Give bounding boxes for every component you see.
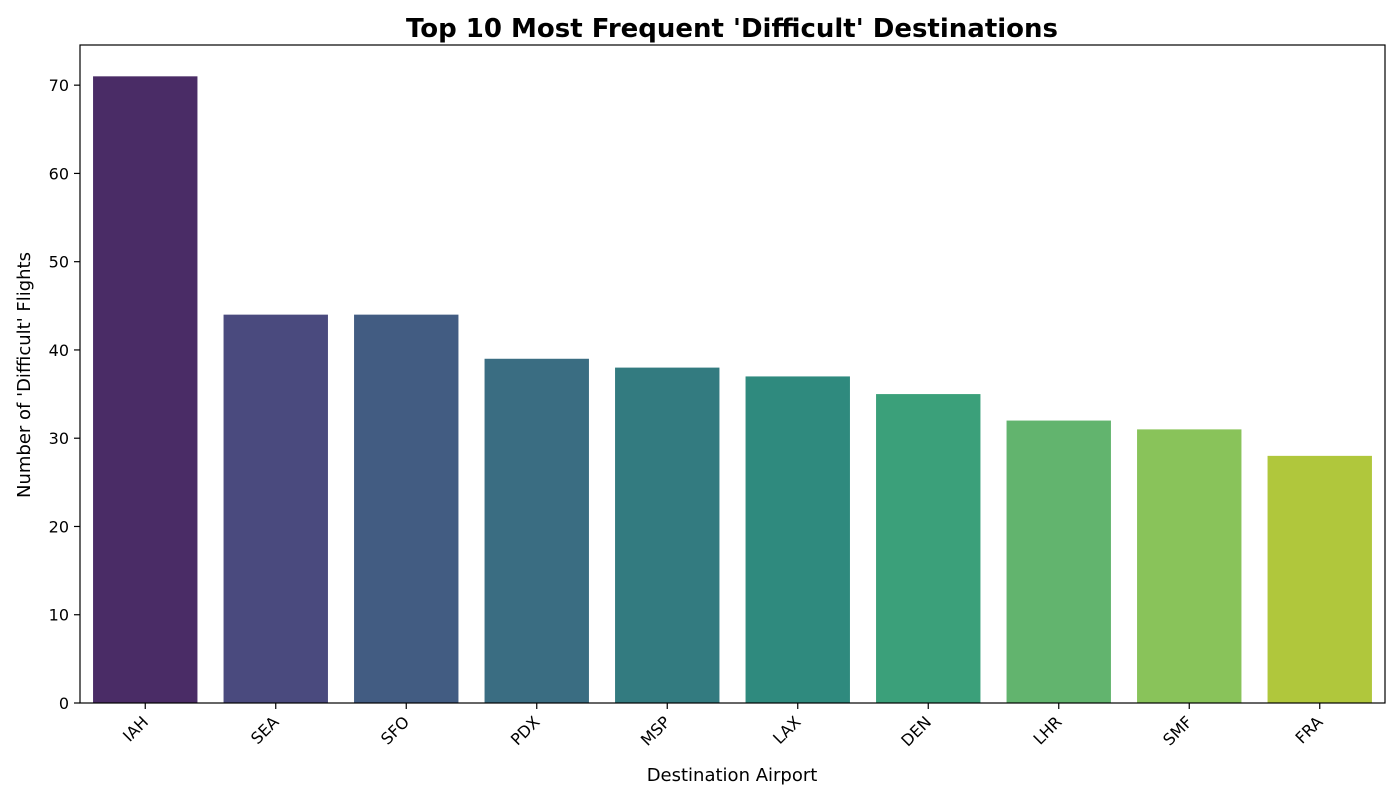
x-tick-label: SMF <box>1159 712 1196 749</box>
bar-pdx <box>484 358 589 703</box>
y-tick-label: 0 <box>59 694 69 713</box>
bars-layer <box>93 76 1372 703</box>
x-tick-label: SEA <box>247 712 283 748</box>
bar-iah <box>93 76 198 703</box>
y-axis: 0 10 20 30 40 50 60 70 <box>49 76 80 713</box>
x-axis-label: Destination Airport <box>647 765 818 786</box>
y-tick-label: 70 <box>49 76 69 95</box>
x-tick-label: LAX <box>769 712 805 748</box>
chart-title: Top 10 Most Frequent 'Difficult' Destina… <box>406 14 1058 44</box>
x-tick-label: MSP <box>637 712 674 749</box>
x-tick-label: FRA <box>1291 712 1326 747</box>
bar-sfo <box>354 314 459 703</box>
bar-sea <box>223 314 328 703</box>
y-axis-label: Number of 'Difficult' Flights <box>14 252 35 498</box>
bar-den <box>876 394 981 703</box>
bar-lhr <box>1006 420 1111 703</box>
y-tick-label: 50 <box>49 253 69 272</box>
bar-lax <box>745 376 850 703</box>
y-tick-label: 20 <box>49 517 69 536</box>
x-axis: IAH SEA SFO PDX MSP LAX DEN LHR SMF FRA <box>119 703 1327 750</box>
bar-fra <box>1267 455 1372 703</box>
bar-msp <box>615 367 720 703</box>
x-tick-label: PDX <box>507 712 544 749</box>
x-tick-label: DEN <box>897 712 935 750</box>
plot-frame <box>79 44 1386 704</box>
x-tick-label: SFO <box>377 712 413 748</box>
y-tick-label: 40 <box>49 341 69 360</box>
y-tick-label: 10 <box>49 606 69 625</box>
bar-smf <box>1137 429 1242 703</box>
y-tick-label: 30 <box>49 429 69 448</box>
y-tick-label: 60 <box>49 164 69 183</box>
x-tick-label: IAH <box>119 712 152 745</box>
x-tick-label: LHR <box>1029 712 1065 748</box>
